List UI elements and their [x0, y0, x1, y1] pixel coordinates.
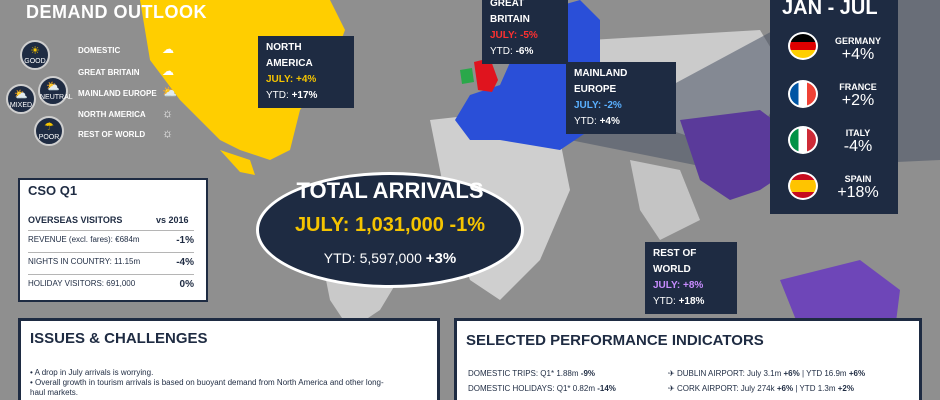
cso-row: REVENUE (excl. fares): €684m -1%	[28, 230, 194, 252]
germany-flag	[788, 32, 818, 60]
total-arrivals-ytd: YTD: 5,597,000 +3%	[323, 250, 457, 267]
rest-of-world-callout: REST OF WORLD JULY: +8% YTD: +18%	[645, 242, 737, 314]
italy-stat: ITALY -4%	[843, 128, 873, 155]
italy-flag	[788, 126, 818, 154]
cso-panel	[18, 178, 208, 302]
sun-icon: ☼	[162, 126, 173, 140]
mainland-europe-callout: MAINLAND EUROPE JULY: -2% YTD: +4%	[566, 62, 676, 134]
cso-subtitle: OVERSEAS VISITORS	[28, 215, 123, 225]
perf-domestic-trips: DOMESTIC TRIPS: Q1* 1.88m -9%	[468, 369, 596, 378]
cso-row: HOLIDAY VISITORS: 691,000 0%	[28, 274, 194, 296]
rain-cloud-icon: ☂	[44, 121, 54, 133]
spain-flag	[788, 172, 818, 200]
perf-cork-airport: ✈ CORK AIRPORT: July 274k +6% | YTD 1.3m…	[668, 384, 854, 393]
scale-neutral: ⛅ NEUTRAL	[38, 76, 73, 106]
demand-outlook-title: DEMAND OUTLOOK	[26, 2, 207, 22]
issues-panel	[18, 318, 440, 400]
cso-title: CSO Q1	[28, 183, 78, 198]
total-arrivals-title: TOTAL ARRIVALS	[296, 178, 484, 203]
spain-stat: SPAIN +18%	[837, 174, 879, 201]
performance-title: SELECTED PERFORMANCE INDICATORS	[466, 332, 764, 349]
issues-title: ISSUES & CHALLENGES	[30, 330, 208, 347]
storm-cloud-icon: ☁	[162, 64, 174, 78]
total-arrivals-july: JULY: 1,031,000 -1%	[294, 214, 486, 236]
perf-dublin-airport: ✈ DUBLIN AIRPORT: July 3.1m +6% | YTD 16…	[668, 369, 866, 378]
great-britain-callout: GREAT BRITAIN JULY: -5% YTD: -6%	[482, 0, 568, 64]
cso-row: NIGHTS IN COUNTRY: 11.15m -4%	[28, 252, 194, 274]
legend-domestic: DOMESTIC	[78, 46, 121, 55]
scale-poor: ☂ POOR	[34, 116, 64, 146]
sun-icon: ☼	[162, 106, 173, 120]
cso-compare: vs 2016	[156, 215, 189, 225]
plane-icon: ✈	[668, 384, 675, 393]
legend-great-britain: GREAT BRITAIN	[78, 68, 140, 77]
scale-mixed: ⛅ MIXED	[6, 84, 36, 114]
germany-stat: GERMANY +4%	[834, 36, 881, 63]
scale-good: ☀ GOOD	[20, 40, 50, 70]
france-flag	[788, 80, 818, 108]
france-stat: FRANCE +2%	[839, 82, 877, 109]
legend-north-america: NORTH AMERICA	[78, 110, 146, 119]
issue-item: • A drop in July arrivals is worrying.	[30, 368, 154, 377]
sun-icon: ☀	[30, 45, 40, 57]
sun-cloud-icon: ⛅	[46, 81, 60, 93]
performance-panel	[454, 318, 922, 400]
legend-mainland-europe: MAINLAND EUROPE	[78, 89, 157, 98]
perf-domestic-holidays: DOMESTIC HOLIDAYS: Q1* 0.82m -14%	[468, 384, 616, 393]
jan-jul-title: JAN - JUL	[782, 0, 878, 19]
north-america-callout: NORTH AMERICA JULY: +4% YTD: +17%	[258, 36, 354, 108]
sun-cloud-icon: ⛅	[162, 85, 177, 99]
issue-item: • Overall growth in tourism arrivals is …	[30, 378, 384, 397]
plane-icon: ✈	[668, 369, 675, 378]
sun-rain-icon: ⛅	[14, 89, 28, 101]
total-arrivals-badge	[256, 172, 524, 288]
cloud-icon: ☁	[162, 42, 174, 56]
legend-rest-of-world: REST OF WORLD	[78, 130, 146, 139]
